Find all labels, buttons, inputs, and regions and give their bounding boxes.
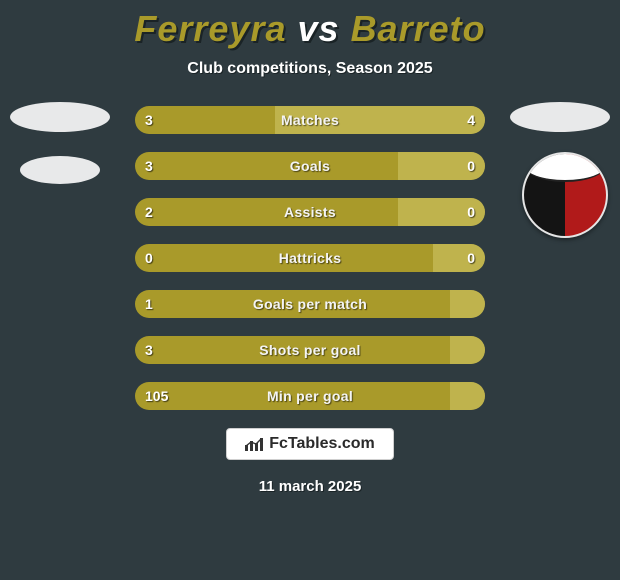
stat-label: Assists — [135, 198, 485, 226]
footer: FcTables.com 11 march 2025 — [0, 428, 620, 495]
stat-label: Matches — [135, 106, 485, 134]
club-badge-arc — [524, 152, 606, 182]
player1-secondary-placeholder — [20, 156, 100, 184]
stat-row: 105Min per goal — [135, 382, 485, 410]
player1-avatar-placeholder — [10, 102, 110, 132]
club-badge — [522, 152, 608, 238]
date-label: 11 march 2025 — [0, 478, 620, 495]
stat-row: 30Goals — [135, 152, 485, 180]
page-title: Ferreyra vs Barreto — [0, 0, 620, 50]
stat-label: Goals per match — [135, 290, 485, 318]
player2-avatar-placeholder — [510, 102, 610, 132]
stat-row: 00Hattricks — [135, 244, 485, 272]
vs-label: vs — [298, 8, 340, 49]
stat-row: 1Goals per match — [135, 290, 485, 318]
player1-name: Ferreyra — [134, 8, 286, 49]
subtitle: Club competitions, Season 2025 — [0, 60, 620, 78]
brand-badge: FcTables.com — [226, 428, 394, 460]
brand-text: FcTables.com — [269, 435, 375, 453]
club-badge-right-half — [565, 154, 606, 236]
stat-row: 34Matches — [135, 106, 485, 134]
chart-rows: 34Matches 30Goals 20Assists 00Hattricks 1Goa… — [135, 106, 485, 410]
stat-label: Shots per goal — [135, 336, 485, 364]
stat-label: Min per goal — [135, 382, 485, 410]
stat-label: Goals — [135, 152, 485, 180]
club-badge-left-half — [524, 154, 565, 236]
stat-row: 20Assists — [135, 198, 485, 226]
comparison-chart: 34Matches 30Goals 20Assists 00Hattricks 1Goa… — [0, 106, 620, 410]
stat-row: 3Shots per goal — [135, 336, 485, 364]
stat-label: Hattricks — [135, 244, 485, 272]
player2-name: Barreto — [351, 8, 486, 49]
brand-chart-icon — [245, 437, 263, 451]
